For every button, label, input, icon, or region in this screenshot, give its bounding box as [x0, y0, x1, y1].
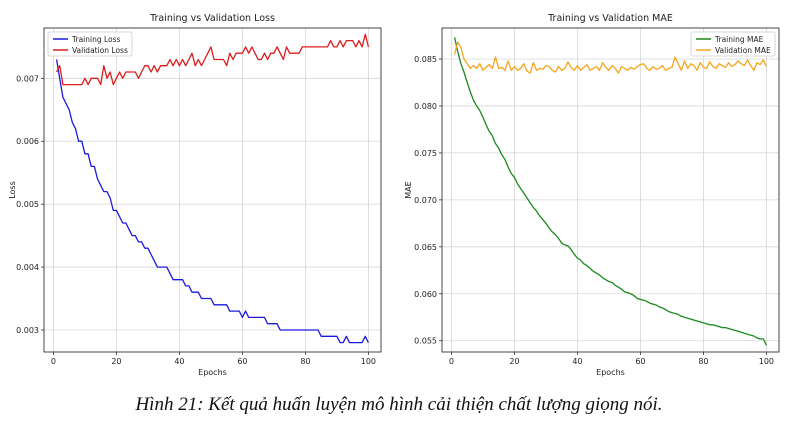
y-axis-label: MAE	[404, 181, 413, 198]
legend-box	[690, 31, 776, 57]
chart-1: 0 20 40 60 80 100 0.003 0.004 0.005 0.006 0.007 Tra…	[8, 13, 382, 377]
legend-label-1: Training Loss	[71, 35, 121, 44]
y-tick-label: 0.004	[16, 263, 39, 272]
series-line-1	[453, 37, 767, 346]
x-tick-label: 60	[237, 357, 247, 366]
y-tick-label: 0.085	[414, 55, 437, 64]
y-tick-label: 0.065	[414, 243, 437, 252]
y-tick-label: 0.060	[414, 290, 437, 299]
x-tick-label: 20	[111, 357, 121, 366]
legend: Training Loss Validation Loss	[47, 31, 133, 57]
figure-caption: Hình 21: Kết quả huấn luyện mô hình cải …	[135, 394, 663, 415]
series-line-2	[56, 33, 370, 86]
legend: Training MAE Validation MAE	[690, 31, 776, 57]
x-axis-label: Epochs	[596, 368, 625, 377]
x-axis-label: Epochs	[198, 368, 227, 377]
y-tick-label: 0.005	[16, 200, 39, 209]
y-tick-label: 0.080	[414, 102, 437, 111]
x-tick-label: 100	[759, 357, 774, 366]
plot-frame	[43, 27, 382, 353]
legend-label-1: Training MAE	[714, 35, 764, 44]
chart-title: Training vs Validation MAE	[547, 13, 673, 24]
x-tick-label: 80	[300, 357, 310, 366]
x-tick-label: 20	[509, 357, 519, 366]
y-tick-label: 0.007	[16, 74, 39, 83]
x-tick-label: 60	[635, 357, 645, 366]
x-tick-label: 100	[361, 357, 376, 366]
y-axis-label: Loss	[8, 181, 17, 199]
charts-canvas: 0 20 40 60 80 100 0.003 0.004 0.005 0.006 0.007 Tra…	[8, 13, 780, 377]
x-tick-label: 0	[51, 357, 56, 366]
legend-box	[47, 31, 133, 57]
x-tick-label: 80	[698, 357, 708, 366]
y-tick-label: 0.055	[414, 337, 437, 346]
series-line-1	[55, 59, 369, 344]
chart-title: Training vs Validation Loss	[149, 13, 275, 24]
chart-2: 0 20 40 60 80 100 0.055 0.060 0.065 0.070 0.075 0.0…	[404, 13, 780, 377]
plot-frame	[441, 27, 780, 353]
y-tick-label: 0.003	[16, 326, 39, 335]
y-tick-label: 0.070	[414, 196, 437, 205]
legend-label-2: Validation Loss	[72, 46, 128, 55]
y-tick-label: 0.006	[16, 137, 39, 146]
legend-label-2: Validation MAE	[715, 46, 771, 55]
y-tick-label: 0.075	[414, 149, 437, 158]
series-line-2	[453, 41, 767, 74]
x-tick-label: 0	[449, 357, 454, 366]
x-tick-label: 40	[174, 357, 184, 366]
x-tick-label: 40	[572, 357, 582, 366]
